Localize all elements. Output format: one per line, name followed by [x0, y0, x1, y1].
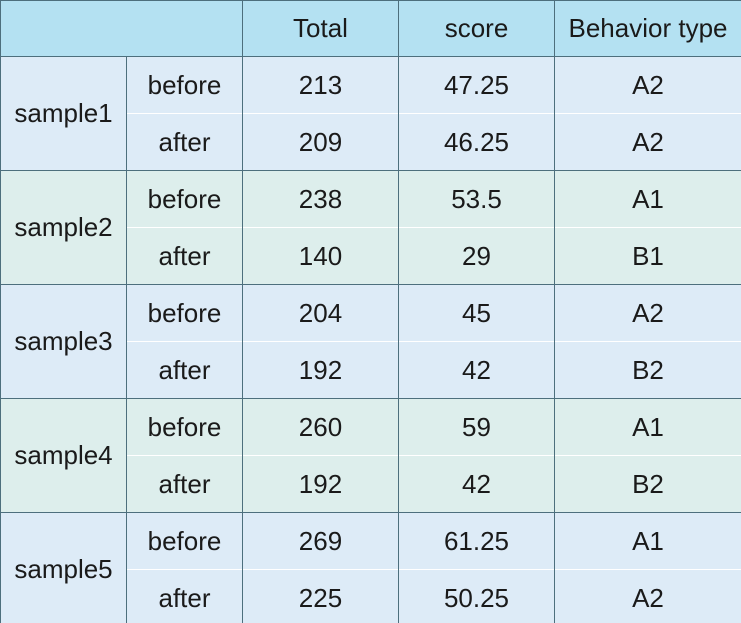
sample-name-cell: sample1: [0, 56, 127, 171]
score-cell: 29: [398, 227, 555, 285]
total-cell: 209: [242, 113, 399, 171]
behavior-type-cell: A2: [554, 56, 741, 114]
score-cell: 53.5: [398, 170, 555, 228]
table-row: after 140 29 B1: [1, 227, 741, 285]
total-cell: 204: [242, 284, 399, 342]
header-row: Total score Behavior type: [0, 0, 741, 57]
table-row: after 192 42 B2: [1, 341, 741, 399]
table-row: after 209 46.25 A2: [1, 113, 741, 171]
behavior-type-cell: A2: [554, 284, 741, 342]
score-cell: 59: [398, 398, 555, 456]
sample-name-cell: sample5: [0, 512, 127, 623]
score-cell: 46.25: [398, 113, 555, 171]
phase-cell: after: [126, 113, 243, 171]
header-behavior-type: Behavior type: [554, 0, 741, 57]
score-cell: 42: [398, 455, 555, 513]
total-cell: 225: [242, 569, 399, 623]
total-cell: 260: [242, 398, 399, 456]
score-cell: 45: [398, 284, 555, 342]
score-cell: 50.25: [398, 569, 555, 623]
table-row: sample4 before 260 59 A1: [0, 398, 741, 513]
sample-name-cell: sample3: [0, 284, 127, 399]
total-cell: 269: [242, 512, 399, 570]
behavior-type-cell: A2: [554, 569, 741, 623]
total-cell: 213: [242, 56, 399, 114]
behavior-type-cell: B2: [554, 341, 741, 399]
phase-cell: before: [126, 170, 243, 228]
header-total: Total: [242, 0, 399, 57]
header-blank-cell: [0, 0, 243, 57]
total-cell: 192: [242, 455, 399, 513]
table-row: sample3 before 204 45 A2: [0, 284, 741, 399]
phase-cell: after: [126, 455, 243, 513]
table-row: after 225 50.25 A2: [1, 569, 741, 623]
table-row: sample2 before 238 53.5 A1: [0, 170, 741, 285]
behavior-type-cell: A2: [554, 113, 741, 171]
total-cell: 238: [242, 170, 399, 228]
behavior-type-cell: A1: [554, 170, 741, 228]
behavior-type-cell: A1: [554, 398, 741, 456]
behavior-type-cell: B2: [554, 455, 741, 513]
header-score: score: [398, 0, 555, 57]
phase-cell: after: [126, 227, 243, 285]
total-cell: 192: [242, 341, 399, 399]
phase-cell: before: [126, 56, 243, 114]
phase-cell: after: [126, 341, 243, 399]
sample-name-cell: sample4: [0, 398, 127, 513]
table-header: Total score Behavior type: [0, 0, 741, 57]
score-cell: 61.25: [398, 512, 555, 570]
score-cell: 47.25: [398, 56, 555, 114]
phase-cell: after: [126, 569, 243, 623]
phase-cell: before: [126, 398, 243, 456]
sample-name-cell: sample2: [0, 170, 127, 285]
table-row: sample5 before 269 61.25 A1: [0, 512, 741, 623]
table-row: sample1 before 213 47.25 A2: [0, 56, 741, 171]
table-body: sample1 before 213 47.25 A2 after 209 46…: [0, 56, 741, 623]
total-cell: 140: [242, 227, 399, 285]
phase-cell: before: [126, 512, 243, 570]
score-cell: 42: [398, 341, 555, 399]
phase-cell: before: [126, 284, 243, 342]
behavior-type-cell: A1: [554, 512, 741, 570]
behavior-type-cell: B1: [554, 227, 741, 285]
